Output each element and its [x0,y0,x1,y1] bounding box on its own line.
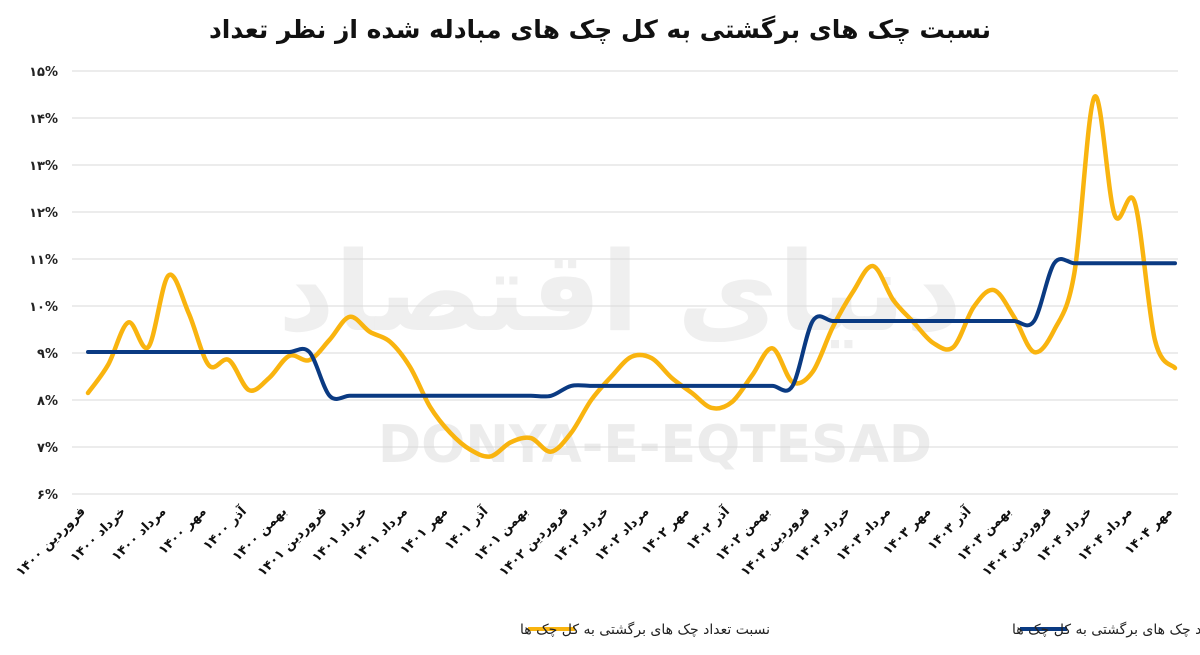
y-tick-label: ۱۵% [29,65,58,80]
x-tick-label: فروردین ۱۴۰۰ [13,504,88,579]
legend-item-annual-average: میانگین سالانه نسبت تعداد چک های برگشتی … [1012,621,1200,638]
gridlines [72,70,1178,495]
x-tick-label: فروردین ۱۴۰۲ [496,504,571,579]
legend-label-annual-average: میانگین سالانه نسبت تعداد چک های برگشتی … [1012,621,1200,638]
y-tick-label: ۱۳% [29,159,58,174]
series-monthly-ratio-line [85,94,1178,459]
y-axis: ۶% ۷% ۸% ۹% ۱۰% ۱۱% ۱۲% ۱۳% ۱۴% ۱۵% [29,65,58,503]
y-tick-label: ۱۱% [29,253,58,268]
legend: نسبت تعداد چک های برگشتی به کل چک ها میا… [520,621,1200,638]
y-tick-label: ۷% [37,441,58,456]
y-tick-label: ۱۲% [29,206,58,221]
legend-item-monthly: نسبت تعداد چک های برگشتی به کل چک ها [520,621,770,638]
x-tick-label: فروردین ۱۴۰۴ [980,504,1055,579]
y-tick-label: ۱۴% [29,112,58,127]
chart-title: نسبت چک های برگشتی به کل چک های مبادله ش… [209,15,991,45]
series-lines [85,94,1178,459]
y-tick-label: ۹% [37,347,58,362]
y-tick-label: ۶% [37,488,58,503]
watermark-persian: دنیای اقتصاد [278,228,962,356]
x-tick-label: فروردین ۱۴۰۱ [255,504,330,579]
x-tick-label: فروردین ۱۴۰۳ [738,504,813,579]
series-annual-average-line [86,257,1177,401]
watermark-latin: DONYA-E-EQTESAD [378,415,932,475]
y-tick-label: ۸% [37,394,58,409]
y-tick-label: ۱۰% [29,300,58,315]
legend-label-monthly: نسبت تعداد چک های برگشتی به کل چک ها [520,621,770,638]
